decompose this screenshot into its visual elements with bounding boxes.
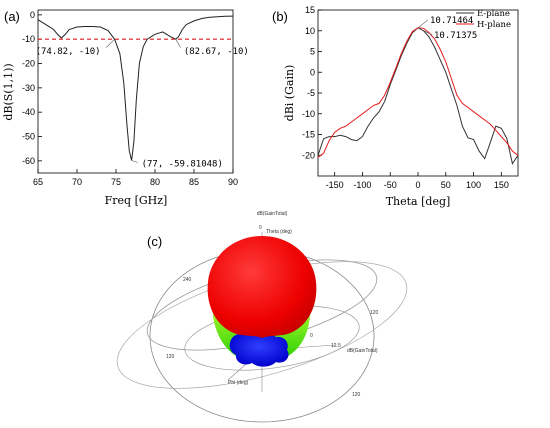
gain-y-tick-label: -5	[307, 88, 315, 98]
s11-curve	[37, 15, 234, 161]
s11-x-tick-label: 90	[228, 177, 238, 187]
gain-annotation-leader	[417, 19, 429, 29]
s11-y-axis-label: dB(S(1,1))	[2, 63, 15, 120]
gain-legend: E-plane H-plane	[456, 9, 511, 30]
s11-annotation: (82.67, -10)	[184, 47, 249, 57]
radiation-pattern-3d: (c)	[116, 211, 408, 423]
gain-y-tick-label: 5	[310, 47, 315, 57]
s11-annotation-leader	[105, 38, 115, 48]
scale-max-label: 12.5	[331, 343, 341, 349]
s11-x-tick-label: 80	[150, 177, 160, 187]
gain-annotation-leader	[417, 27, 433, 36]
panel-c-label: (c)	[147, 234, 162, 249]
legend-e-plane-label: E-plane	[477, 9, 510, 19]
s11-y-tick-label: -40	[22, 107, 35, 117]
gain-x-tick-label: -100	[353, 180, 371, 190]
gain-x-tick-label: 0	[415, 180, 420, 190]
gain-y-tick-label: -15	[302, 130, 315, 140]
theta-axis-label: Theta (deg)	[266, 229, 292, 235]
e-plane-curve	[317, 27, 519, 165]
panel-b-label: (b)	[272, 9, 288, 24]
s11-x-tick-label: 85	[189, 177, 199, 187]
gain-x-axis-label: Theta [deg]	[386, 195, 451, 208]
phi-axis-label: Phi (deg)	[228, 380, 249, 386]
gain-x-tick-label: 150	[494, 180, 509, 190]
s11-annotation-leader	[131, 160, 138, 163]
theta-zero-label: 0	[259, 225, 262, 231]
gain-x-tick-label: 50	[441, 180, 451, 190]
ring-120-label-left: 120	[166, 354, 175, 360]
s11-annotation-leader	[175, 39, 181, 48]
gain-x-tick-label: -150	[326, 180, 344, 190]
scale-zero-label: 0	[310, 333, 313, 339]
gain-plot-area	[317, 9, 519, 177]
s11-chart: (a) 65 70 75 80 85 90 0 -10 -20 -30 -40 -50 -60 (74.…	[2, 9, 249, 207]
top-scale-label: dB(GainTotal)	[257, 211, 288, 217]
gain-x-tick-label: -50	[384, 180, 397, 190]
s11-plot-area	[37, 9, 234, 174]
gain-y-tick-label: 10	[305, 26, 315, 36]
s11-x-tick-label: 65	[33, 177, 43, 187]
gain-annotation: 10.71375	[434, 31, 477, 41]
s11-y-tick-label: -30	[22, 83, 35, 93]
s11-y-tick-label: 0	[30, 10, 35, 20]
gain-y-tick-label: -10	[302, 109, 315, 119]
ring-120-label-right: 120	[370, 310, 379, 316]
gain-y-tick-label: 15	[305, 5, 315, 15]
right-scale-label: dB(GainTotal)	[347, 348, 378, 354]
s11-x-tick-label: 70	[72, 177, 82, 187]
s11-annotation: (77, -59.81048)	[142, 159, 223, 169]
s11-y-tick-label: -20	[22, 59, 35, 69]
panel-a-label: (a)	[4, 9, 20, 24]
ring-240-label: 240	[183, 277, 192, 283]
ring-120-label-bottom: 120	[352, 392, 361, 398]
s11-y-tick-label: -50	[22, 132, 35, 142]
s11-y-tick-label: -10	[22, 34, 35, 44]
pattern-main-lobe	[207, 236, 317, 338]
legend-h-plane-label: H-plane	[477, 20, 511, 30]
gain-x-tick-label: 100	[466, 180, 481, 190]
s11-x-tick-label: 75	[111, 177, 121, 187]
s11-y-tick-label: -60	[22, 156, 35, 166]
gain-annotation: 10.71464	[430, 16, 473, 26]
pattern-low-lobes	[229, 333, 289, 367]
gain-y-tick-label: 0	[310, 67, 315, 77]
s11-annotation: (74.82, -10)	[36, 47, 101, 57]
s11-x-axis-label: Freq [GHz]	[105, 194, 168, 207]
gain-chart: (b) -150 -100 -50 0 50 100 150151050-5-10-15-2…	[272, 5, 519, 208]
gain-y-tick-label: -20	[302, 150, 315, 160]
gain-y-axis-label: dBi (Gain)	[283, 65, 296, 122]
